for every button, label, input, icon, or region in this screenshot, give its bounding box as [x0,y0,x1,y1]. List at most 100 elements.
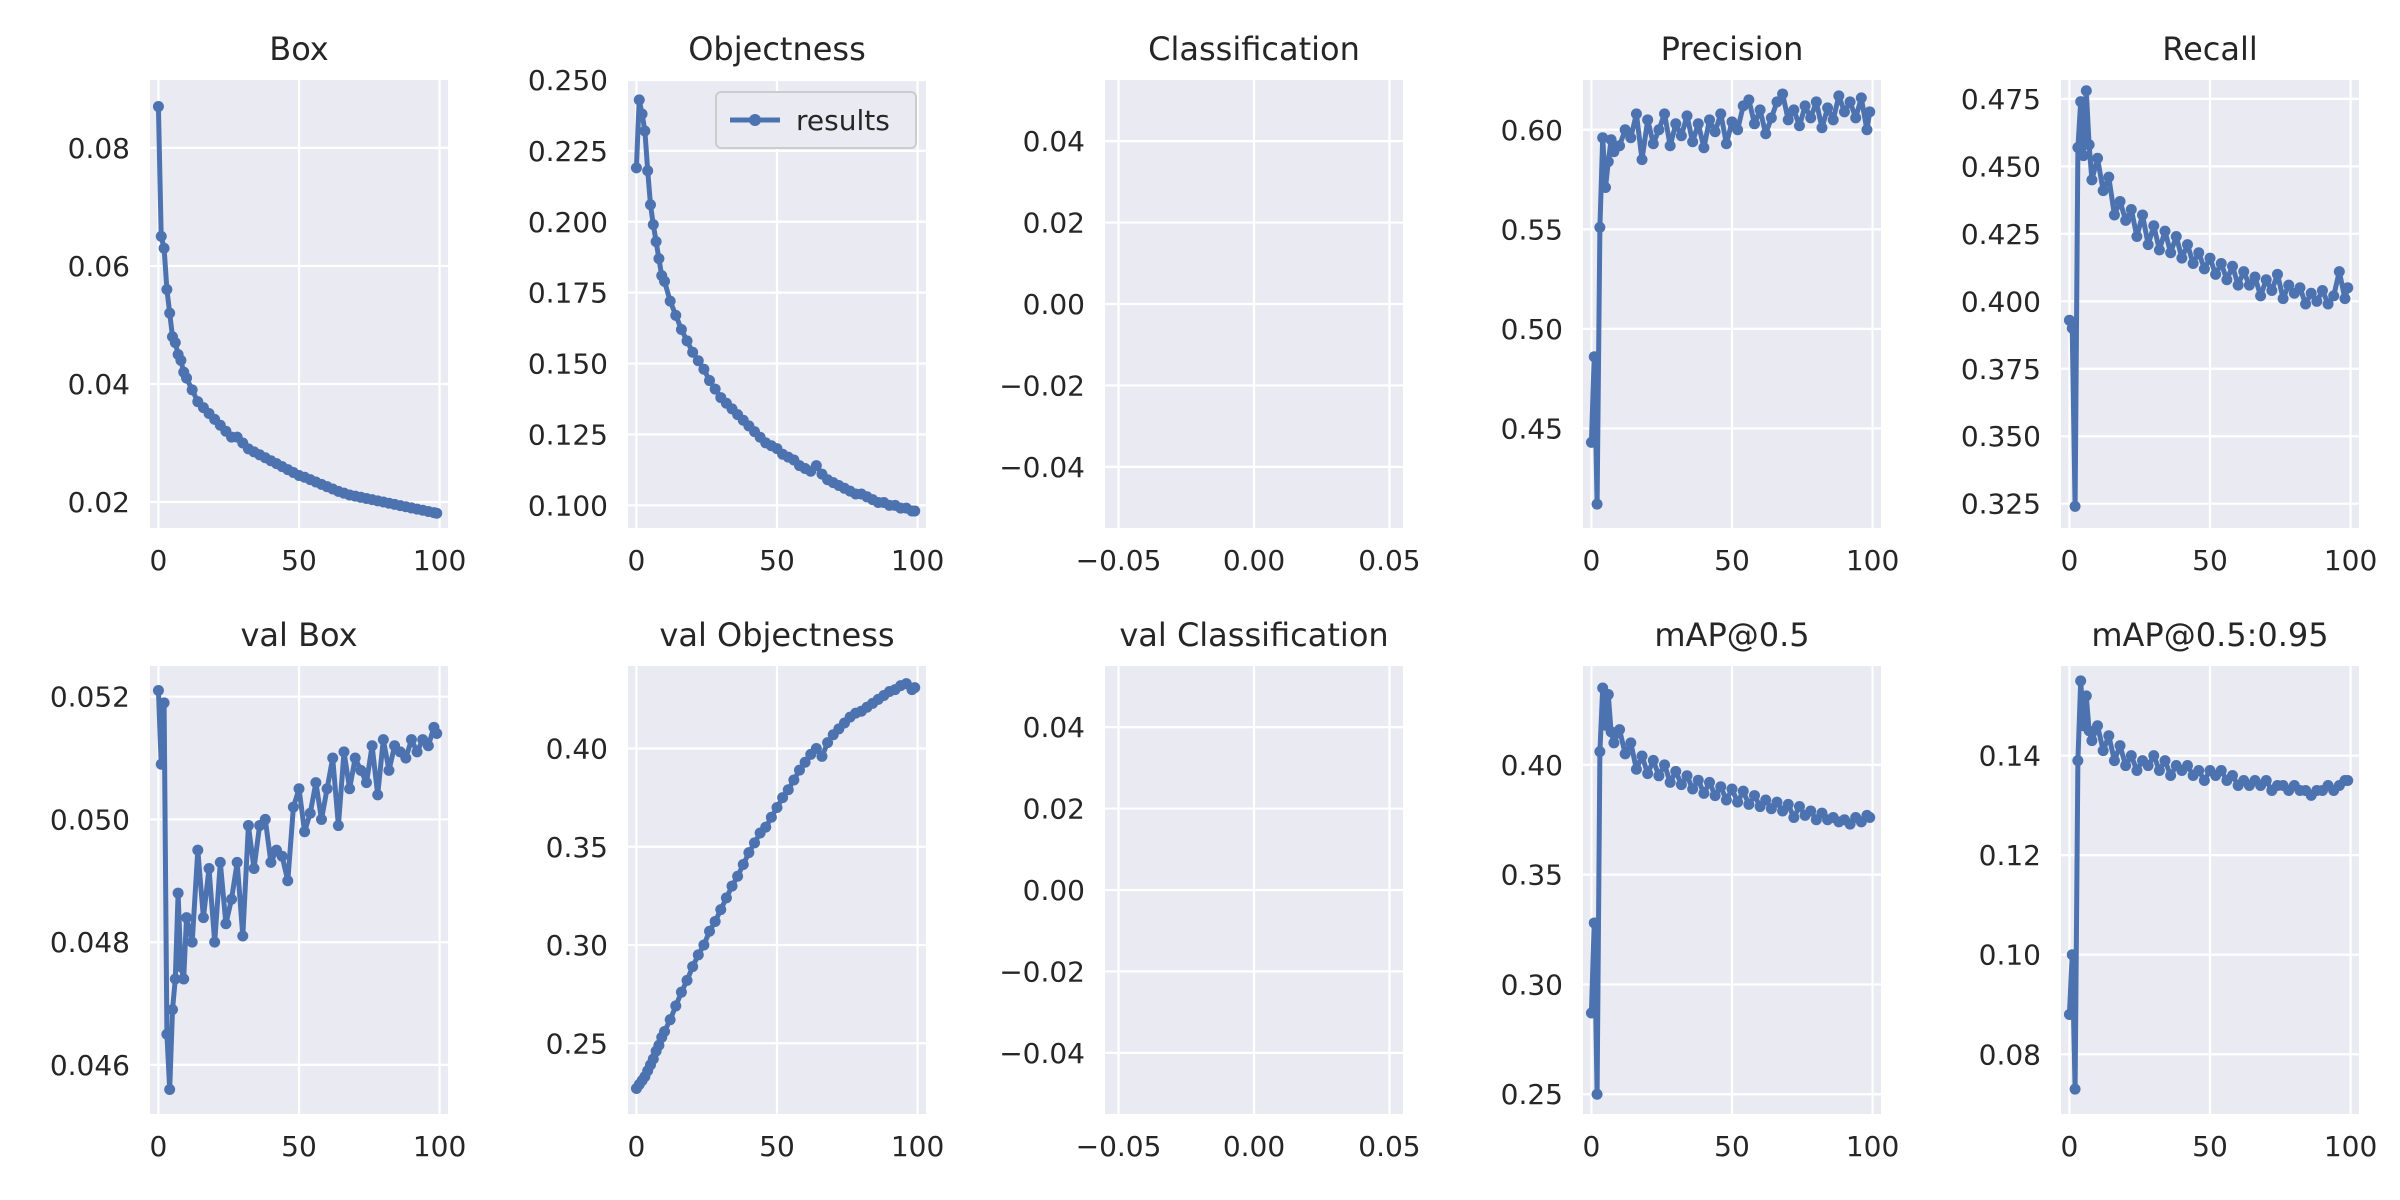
data-point [670,1000,682,1012]
data-point [226,893,238,905]
x-tick-label: 50 [2192,544,2228,577]
y-tick-label: 0.150 [528,348,608,381]
data-point [2153,765,2165,777]
x-tick-label: 50 [1714,1130,1750,1163]
data-point [2092,720,2104,732]
x-tick-label: 50 [281,1130,317,1163]
x-tick-label: 0 [1583,544,1601,577]
subplot-5: 0 50 100 0.046 0.048 0.050 0.052 val Box [50,616,466,1163]
data-point [2311,295,2323,307]
data-point [2103,730,2115,742]
data-point [237,930,249,942]
data-point [2342,282,2354,294]
data-point [822,737,834,749]
data-point [1822,102,1834,114]
data-point [1664,140,1676,152]
data-point [1715,108,1727,120]
data-point [2097,185,2109,197]
data-point [1647,138,1659,150]
data-point [2137,209,2149,221]
y-tick-label: 0.04 [1023,125,1085,158]
data-point [203,863,215,875]
data-point [169,337,181,349]
data-point [152,685,164,697]
y-tick-label: 0.35 [546,831,608,864]
data-point [2159,755,2171,767]
data-point [2125,204,2137,216]
x-tick-label: −0.05 [1076,544,1162,577]
data-point [749,837,761,849]
data-point [1864,106,1876,118]
data-point [1782,114,1794,126]
data-point [1855,92,1867,104]
x-tick-label: 0 [628,544,646,577]
data-point [178,973,190,985]
data-point [1602,156,1614,168]
data-point [344,783,356,795]
data-point [2120,214,2132,226]
data-point [164,307,176,319]
data-point [692,949,704,961]
data-point [687,346,699,358]
data-point [1715,781,1727,793]
data-point [1608,737,1620,749]
data-point [659,1025,671,1037]
data-point [366,740,378,752]
data-point [715,904,727,916]
data-point [2075,96,2087,108]
data-point [1698,787,1710,799]
data-point [709,383,721,395]
data-point [704,925,716,937]
data-point [2210,268,2222,280]
x-tick-label: 0 [1583,1130,1601,1163]
data-point [231,856,243,868]
data-point [431,507,443,519]
data-point [698,939,710,951]
data-point [1659,759,1671,771]
data-point [647,219,659,231]
y-tick-label: 0.046 [50,1049,130,1082]
data-point [2328,290,2340,302]
y-tick-label: 0.08 [1979,1038,2041,1071]
data-point [2125,750,2137,762]
data-point [653,253,665,265]
y-tick-label: 0.00 [1023,874,1085,907]
data-point [743,847,755,859]
x-tick-label: 100 [2324,544,2377,577]
data-point [2148,220,2160,232]
data-point [2097,745,2109,757]
data-point [2114,195,2126,207]
data-point [152,101,164,113]
data-point [788,774,800,786]
data-point [2221,274,2233,286]
data-point [2322,298,2334,310]
x-tick-label: 0 [2061,544,2079,577]
data-point [1816,122,1828,134]
data-point [1698,142,1710,154]
data-point [2114,740,2126,752]
data-point [2193,765,2205,777]
data-point [2075,675,2087,687]
data-point [771,801,783,813]
data-point [1805,112,1817,124]
data-point [383,764,395,776]
data-point [2072,755,2084,767]
subplot-1: 0 50 100 0.100 0.125 0.150 0.175 0.200 0.225 0.25… [528,30,944,577]
y-tick-label: 0.175 [528,277,608,310]
x-tick-label: 0.00 [1223,544,1285,577]
data-point [2215,258,2227,270]
data-point [1692,118,1704,130]
data-point [1647,754,1659,766]
y-tick-label: 0.12 [1979,839,2041,872]
data-point [1681,770,1693,782]
data-point [2108,209,2120,221]
data-point [2232,279,2244,291]
data-point [214,856,226,868]
data-point [2204,252,2216,264]
subplot-6: 0 50 100 0.25 0.30 0.35 0.40 val Objectness [546,616,945,1163]
y-tick-label: 0.375 [1961,353,2041,386]
data-point [1630,763,1642,775]
data-point [405,734,417,746]
data-point [2316,285,2328,297]
x-tick-label: 100 [891,544,944,577]
